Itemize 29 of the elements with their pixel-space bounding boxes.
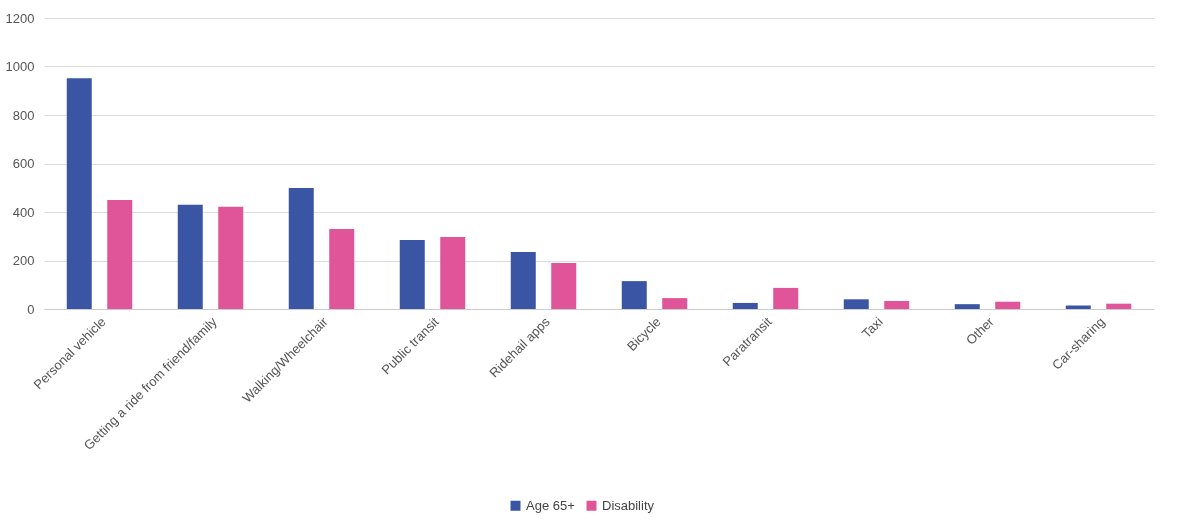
y-tick-label: 1000	[5, 59, 35, 74]
bar	[399, 239, 425, 309]
y-tick-label: 0	[27, 301, 35, 317]
bar	[440, 236, 466, 309]
y-tick-label: 600	[12, 156, 35, 171]
bar	[662, 298, 688, 309]
x-tick-label: Taxi	[858, 314, 886, 342]
bar	[510, 252, 536, 309]
bar	[732, 302, 758, 309]
legend-label: Age 65+	[526, 497, 575, 513]
legend-label: Disability	[602, 497, 655, 513]
y-tick-label: 200	[12, 253, 35, 268]
bar	[1106, 303, 1132, 309]
bar	[773, 287, 799, 309]
bar	[329, 228, 355, 309]
bar	[66, 78, 92, 309]
y-tick-label: 800	[12, 107, 35, 123]
bar	[621, 281, 647, 309]
y-tick-label: 1200	[5, 10, 35, 26]
y-tick-label: 400	[12, 204, 35, 220]
bar	[551, 262, 577, 309]
bar	[995, 301, 1021, 309]
bar	[107, 199, 133, 309]
bar	[218, 206, 244, 309]
bar	[954, 304, 980, 309]
bar	[288, 187, 314, 309]
bar	[843, 299, 869, 309]
bar	[884, 301, 910, 309]
bar	[177, 204, 203, 309]
